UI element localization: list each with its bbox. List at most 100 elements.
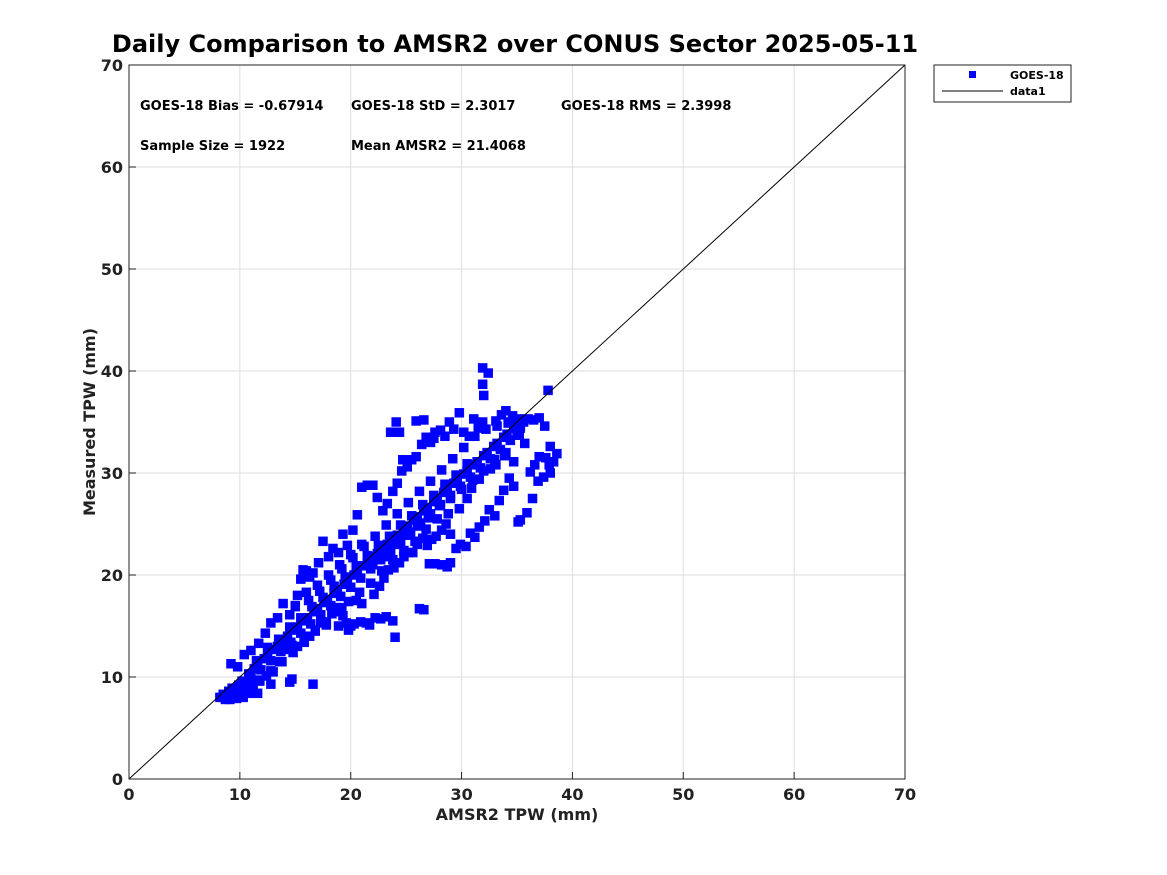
- data-point: [552, 448, 562, 459]
- data-point: [296, 574, 306, 584]
- data-point: [545, 441, 556, 452]
- data-point: [525, 467, 536, 477]
- data-point: [492, 421, 502, 431]
- data-point: [440, 479, 450, 489]
- data-point: [296, 628, 306, 638]
- data-point: [304, 631, 315, 641]
- data-point: [445, 529, 456, 539]
- data-point: [266, 655, 276, 666]
- data-point: [313, 558, 324, 568]
- data-point: [382, 498, 393, 509]
- data-point: [501, 406, 511, 416]
- data-point: [390, 539, 400, 550]
- data-point: [508, 457, 519, 467]
- legend-marker-icon: [969, 71, 976, 78]
- data-point: [310, 626, 320, 636]
- data-point: [338, 529, 348, 539]
- data-point: [278, 598, 288, 609]
- y-tick-label: 40: [101, 362, 123, 381]
- data-point: [412, 521, 422, 531]
- data-point: [357, 598, 367, 609]
- std-annotation: GOES-18 StD = 2.3017: [351, 99, 515, 114]
- data-point: [308, 679, 318, 689]
- x-tick-label: 50: [672, 785, 694, 804]
- data-point: [515, 423, 526, 433]
- data-point: [514, 414, 524, 424]
- data-point: [419, 604, 429, 615]
- data-point: [424, 559, 435, 569]
- reference-line-data1: [128, 64, 906, 780]
- data-point: [462, 459, 472, 469]
- data-point: [343, 596, 354, 607]
- data-point: [368, 480, 378, 490]
- data-point: [484, 504, 495, 515]
- data-point: [395, 520, 406, 530]
- data-point: [454, 503, 465, 514]
- data-point: [343, 625, 354, 635]
- data-point: [398, 454, 408, 465]
- data-point: [232, 686, 243, 697]
- y-tick-label: 20: [101, 566, 123, 585]
- x-tick-label: 60: [783, 785, 805, 804]
- data-point: [423, 513, 434, 523]
- y-tick-label: 70: [101, 56, 123, 75]
- data-point: [273, 634, 284, 645]
- data-point: [335, 591, 346, 602]
- data-point: [372, 492, 383, 503]
- data-point: [505, 435, 516, 446]
- data-point: [434, 500, 445, 511]
- data-point: [408, 547, 418, 558]
- data-point: [255, 676, 265, 686]
- data-point: [260, 628, 271, 638]
- data-point: [498, 485, 509, 496]
- data-point: [414, 486, 425, 497]
- bias-annotation: GOES-18 Bias = -0.67914: [140, 99, 323, 114]
- data-point: [391, 417, 401, 427]
- data-point: [466, 483, 477, 494]
- data-point: [388, 486, 398, 497]
- data-point: [469, 414, 479, 424]
- data-point: [508, 481, 519, 492]
- data-point: [340, 572, 350, 582]
- data-point: [221, 690, 232, 701]
- x-tick-label: 20: [340, 785, 362, 804]
- legend-box: [933, 64, 1072, 103]
- data-point: [527, 493, 538, 504]
- y-tick-label: 30: [101, 464, 123, 483]
- data-point: [401, 530, 411, 540]
- y-tick-label: 60: [101, 158, 123, 177]
- data-point: [373, 540, 384, 551]
- data-point: [277, 656, 287, 667]
- data-point: [266, 666, 276, 676]
- data-point: [290, 600, 301, 611]
- data-point: [323, 570, 334, 580]
- data-point: [403, 497, 414, 508]
- data-point: [429, 490, 439, 501]
- mean-annotation: Mean AMSR2 = 21.4068: [351, 139, 526, 154]
- data-point: [251, 655, 262, 666]
- data-point: [429, 433, 439, 444]
- data-point: [462, 493, 472, 504]
- data-point: [349, 619, 359, 629]
- goes18-scatter-series: [215, 363, 562, 705]
- data-point: [431, 531, 441, 541]
- data-point: [440, 431, 450, 442]
- data-point: [272, 613, 283, 623]
- x-tick-label: 40: [561, 785, 583, 804]
- data-point: [470, 532, 480, 543]
- data-point: [477, 379, 488, 390]
- data-point: [432, 514, 442, 524]
- data-point: [522, 508, 532, 518]
- legend-label-data1: data1: [1010, 85, 1046, 98]
- data-point: [345, 582, 356, 592]
- data-point: [266, 679, 276, 689]
- plot-area-frame: [128, 64, 906, 780]
- y-axis-ticks: 0 10 20 30 40 50 60 70: [101, 56, 136, 789]
- y-tick-label: 0: [112, 770, 123, 789]
- data-point: [357, 539, 367, 550]
- data-point: [449, 424, 459, 434]
- legend-label-goes18: GOES-18: [1010, 69, 1064, 82]
- data-point: [418, 499, 428, 510]
- data-point: [539, 421, 550, 431]
